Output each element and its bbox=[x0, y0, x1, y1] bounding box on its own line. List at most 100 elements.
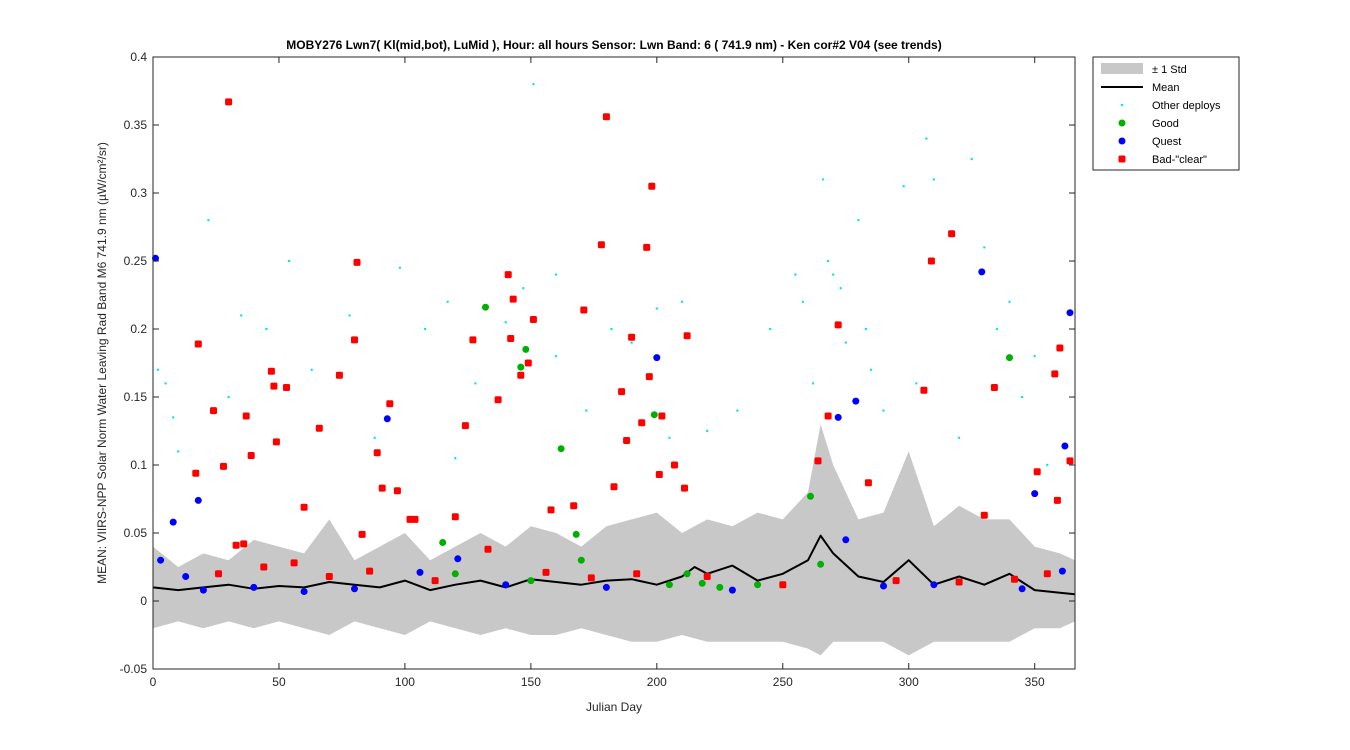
quest-point bbox=[842, 536, 850, 544]
other-deploys-point bbox=[821, 178, 825, 181]
other-deploys-point bbox=[454, 457, 457, 460]
legend-other-label: Other deploys bbox=[1152, 100, 1221, 112]
bad-clear-point bbox=[225, 98, 233, 106]
quest-point bbox=[880, 582, 887, 590]
other-deploys-point bbox=[769, 327, 772, 331]
bad-clear-point bbox=[378, 484, 386, 492]
quest-point bbox=[157, 556, 165, 564]
other-deploys-point bbox=[1008, 300, 1011, 303]
bad-clear-point bbox=[955, 578, 963, 586]
bad-clear-point bbox=[1056, 344, 1064, 352]
bad-clear-point bbox=[504, 271, 512, 279]
bad-clear-point bbox=[220, 462, 227, 470]
bad-clear-point bbox=[272, 438, 280, 446]
bad-clear-point bbox=[779, 581, 787, 589]
legend-box bbox=[1092, 56, 1240, 171]
other-deploys-point bbox=[585, 409, 588, 412]
other-deploys-point bbox=[532, 83, 535, 86]
bad-clear-point bbox=[517, 371, 525, 379]
quest-point bbox=[416, 568, 424, 576]
bad-clear-point bbox=[645, 373, 653, 381]
bad-clear-point bbox=[927, 257, 935, 265]
other-deploys-point bbox=[839, 287, 842, 290]
bad-clear-point bbox=[542, 568, 550, 576]
quest-point bbox=[182, 573, 190, 580]
bad-clear-point bbox=[335, 371, 343, 379]
axes-frame bbox=[152, 56, 1076, 670]
bad-clear-point bbox=[210, 407, 217, 415]
bad-clear-point bbox=[325, 573, 333, 580]
bad-clear-point bbox=[411, 515, 419, 523]
bad-clear-point bbox=[260, 563, 268, 571]
good-point bbox=[517, 363, 525, 371]
other-deploys-point bbox=[1033, 355, 1036, 358]
bad-clear-point bbox=[814, 457, 822, 465]
bad-clear-point bbox=[351, 336, 358, 344]
good-point bbox=[482, 303, 489, 311]
bad-clear-point bbox=[283, 384, 290, 391]
legend-quest-swatch bbox=[1118, 137, 1126, 145]
quest-point bbox=[602, 583, 610, 591]
quest-point bbox=[728, 586, 736, 594]
other-deploys-point bbox=[932, 178, 936, 181]
quest-point bbox=[502, 581, 510, 589]
other-deploys-point bbox=[970, 157, 973, 161]
std-band bbox=[153, 424, 1075, 656]
bad-clear-point bbox=[393, 487, 401, 495]
x-axis-label: Julian Day bbox=[586, 700, 642, 714]
other-deploys-point bbox=[554, 273, 558, 276]
bad-clear-point bbox=[948, 230, 956, 238]
bad-clear-point bbox=[1053, 496, 1061, 504]
other-deploys-point bbox=[630, 341, 633, 344]
quest-point bbox=[351, 585, 358, 593]
bad-clear-point bbox=[547, 506, 555, 514]
other-deploys-point bbox=[474, 382, 477, 385]
bad-clear-point bbox=[315, 424, 323, 432]
other-deploys-point bbox=[164, 382, 167, 385]
bad-clear-point bbox=[602, 113, 610, 121]
quest-point bbox=[852, 397, 860, 405]
quest-point bbox=[930, 581, 938, 589]
bad-clear-point bbox=[247, 452, 255, 459]
other-deploys-point bbox=[348, 314, 351, 317]
y-tick-label: 0 bbox=[140, 594, 147, 608]
other-deploys-point bbox=[610, 327, 613, 331]
other-deploys-point bbox=[680, 300, 684, 303]
quest-point bbox=[383, 415, 391, 423]
y-tick-label: 0.4 bbox=[130, 50, 147, 64]
other-deploys-point bbox=[915, 382, 918, 385]
bad-clear-point bbox=[509, 295, 517, 303]
good-point bbox=[665, 581, 673, 589]
other-deploys-point bbox=[177, 450, 180, 453]
other-deploys-point bbox=[983, 246, 986, 249]
good-point bbox=[451, 570, 459, 578]
legend-quest-label: Quest bbox=[1152, 136, 1181, 148]
y-tick-label: 0.25 bbox=[124, 254, 148, 268]
bad-clear-point bbox=[270, 382, 278, 390]
x-tick-label: 250 bbox=[773, 675, 793, 689]
y-tick-label: 0.15 bbox=[124, 390, 148, 404]
bad-clear-point bbox=[920, 386, 928, 394]
other-deploys-point bbox=[240, 314, 243, 317]
other-deploys-point bbox=[844, 341, 847, 344]
bad-clear-point bbox=[618, 388, 626, 396]
bad-clear-point bbox=[192, 469, 200, 477]
other-deploys-point bbox=[310, 368, 313, 371]
other-deploys-point bbox=[902, 185, 905, 188]
other-deploys-point bbox=[227, 395, 230, 399]
quest-point bbox=[1018, 585, 1026, 593]
y-axis-label: MEAN: VIIRS-NPP Solar Norm Water Leaving… bbox=[95, 142, 109, 584]
bad-clear-point bbox=[366, 567, 374, 575]
bad-clear-point bbox=[610, 483, 618, 491]
quest-point bbox=[194, 496, 202, 504]
good-point bbox=[1006, 354, 1013, 362]
quest-point bbox=[1061, 442, 1069, 450]
bad-clear-point bbox=[655, 471, 663, 478]
other-deploys-point bbox=[172, 416, 175, 419]
good-point bbox=[439, 539, 447, 546]
bad-clear-point bbox=[484, 545, 492, 553]
bad-clear-point bbox=[431, 577, 439, 585]
good-point bbox=[557, 445, 565, 453]
bad-clear-point bbox=[628, 333, 636, 341]
